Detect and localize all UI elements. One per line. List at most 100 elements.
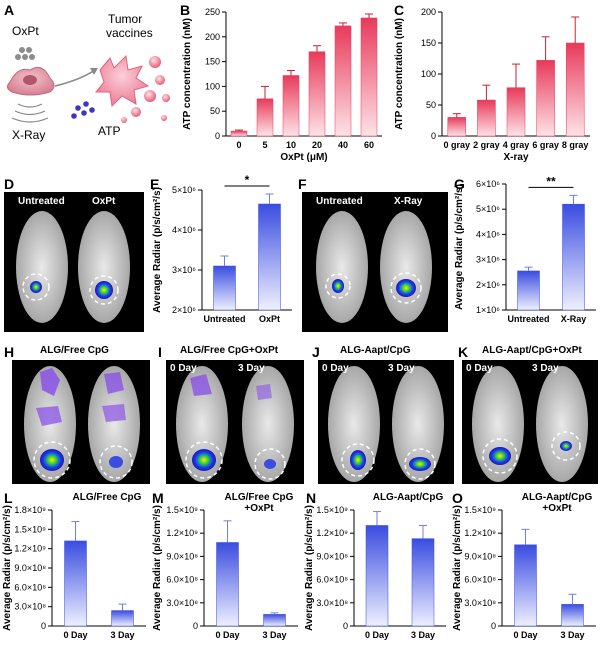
mouse-image-h-graphic	[24, 366, 140, 482]
panel-letter-e: E	[150, 176, 160, 192]
mouse-k-left-label: 0 Day	[466, 363, 493, 374]
mouse-image-i-graphic	[176, 366, 294, 482]
atp-label: ATP	[98, 124, 121, 138]
y-tick-label: 6.0×10⁸	[464, 575, 496, 585]
bar	[477, 99, 496, 137]
bar	[308, 51, 326, 137]
y-tick-label: 200	[205, 32, 220, 42]
chart-title: ALG/Free CpG	[225, 492, 294, 503]
x-tick-label: 3 Day	[110, 630, 134, 640]
mouse-image-f-graphic	[316, 211, 432, 323]
bar-chart-o: 0 3.0×10⁸ 6.0×10⁸ 9.0×10⁸ 1.2×10⁹ 1.5×10⁹Aver…	[452, 492, 596, 640]
y-tick-label: 5×10⁶	[476, 204, 500, 214]
y-tick-label: 4×10⁶	[476, 229, 500, 239]
y-axis-label: Average Radiar (p/s/cm²/s)	[152, 505, 163, 631]
mouse-i-right-label: 3 Day	[238, 363, 265, 374]
bar	[334, 25, 352, 137]
bar	[447, 117, 467, 137]
cell-nucleus	[23, 75, 37, 85]
bar	[506, 87, 526, 137]
chart-title: ALG-Aapt/CpG	[373, 492, 444, 503]
y-tick-label: 9.0×10⁸	[464, 551, 496, 561]
mouse-image-k: 0 Day 3 Day	[462, 360, 598, 484]
mouse-k-right-label: 3 Day	[532, 363, 559, 374]
panel-letter-o: O	[452, 490, 463, 506]
mouse-i-left-label: 0 Day	[170, 363, 197, 374]
significance-marker: *	[245, 174, 250, 187]
panel-letter-d: D	[4, 176, 15, 192]
bar	[258, 203, 281, 311]
y-tick-label: 50	[426, 100, 436, 110]
y-tick-label: 0	[215, 131, 220, 141]
bar	[565, 42, 585, 137]
chart-title: +OxPt	[542, 503, 572, 514]
x-tick-label: 3 Day	[262, 630, 286, 640]
y-tick-label: 3.0×10⁸	[464, 598, 496, 608]
panel-letter-h: H	[4, 344, 15, 360]
y-tick-label: 2×10⁶	[476, 280, 500, 290]
y-tick-label: 6.0×10⁸	[166, 575, 198, 585]
y-tick-label: 0	[491, 621, 496, 631]
x-tick-label: 8 gray	[562, 140, 589, 150]
y-tick-label: 1.2×10⁹	[316, 528, 348, 538]
x-tick-label: 0 gray	[444, 140, 471, 150]
y-tick-label: 1.5×10⁹	[316, 505, 348, 515]
panel-k-title: ALG-Aapt/CpG+OxPt	[482, 345, 582, 356]
bar	[256, 98, 274, 137]
y-tick-label: 0	[41, 621, 46, 631]
y-tick-label: 250	[205, 7, 220, 17]
tumor-vaccines-label-line2: vaccines	[106, 26, 153, 40]
x-tick-label: 0 Day	[215, 630, 239, 640]
panel-letter-m: M	[152, 490, 164, 506]
bar	[360, 17, 378, 137]
vaccine-vesicles	[121, 56, 170, 123]
chart-title: +OxPt	[244, 503, 274, 514]
mouse-image-i: 0 Day 3 Day	[166, 360, 304, 484]
y-tick-label: 9.0×10⁸	[316, 551, 348, 561]
tumor-vaccine-cell	[94, 54, 150, 108]
y-axis-label: Average Radiar (p/s/cm²/s)	[152, 187, 163, 313]
y-tick-label: 3.0×10⁸	[166, 598, 198, 608]
y-tick-label: 1.5×10⁹	[14, 524, 46, 534]
y-tick-label: 6×10⁶	[476, 179, 500, 189]
x-tick-label: X-Ray	[561, 314, 587, 324]
mouse-image-k-graphic	[472, 366, 588, 482]
y-tick-label: 1×10⁶	[476, 305, 500, 315]
y-tick-label: 0	[431, 131, 436, 141]
y-tick-label: 9.0×10⁸	[14, 563, 46, 573]
bar-chart-m: 0 3.0×10⁸ 6.0×10⁸ 9.0×10⁸ 1.2×10⁹ 1.5×10⁹Aver…	[152, 492, 298, 640]
xray-label: X-Ray	[12, 128, 46, 142]
chart-title: ALG/Free CpG	[73, 492, 142, 503]
mouse-j-left-label: 0 Day	[322, 363, 349, 374]
mouse-image-d-graphic	[16, 211, 130, 323]
tumor-vaccines-label-line1: Tumor	[108, 12, 143, 26]
y-axis-label: Average Radiar (p/s/cm²/s)	[454, 184, 465, 310]
bar	[562, 203, 585, 311]
y-tick-label: 50	[210, 106, 220, 116]
atp-dots	[71, 101, 95, 119]
panel-letter-g: G	[454, 176, 465, 192]
y-tick-label: 1.8×10⁹	[14, 505, 46, 515]
y-tick-label: 6.0×10⁸	[316, 575, 348, 585]
y-axis-label: Average Radiar (p/s/cm²/s)	[452, 505, 463, 631]
x-tick-label: 0	[236, 140, 241, 150]
bar	[514, 544, 537, 627]
bar-chart-b: 0 50 100 150 200 250 ATP concentration (nM) 0 5 1…	[182, 7, 382, 163]
bar-chart-c: 0 50 100 150 200 ATP concentration (nM) 0 gray…	[394, 7, 590, 163]
y-tick-label: 6.0×10⁸	[14, 582, 46, 592]
panel-h-title: ALG/Free CpG	[40, 345, 109, 356]
bar	[536, 60, 555, 137]
schematic-panel-a: OxPt Tumor vaccines X-Ray ATP	[0, 0, 178, 170]
y-tick-label: 3×10⁶	[476, 255, 500, 265]
mouse-image-d: Untreated OxPt	[4, 192, 144, 332]
mouse-d-left-label: Untreated	[18, 196, 65, 207]
panel-letter-c: C	[394, 2, 405, 18]
y-tick-label: 3.0×10⁸	[316, 598, 348, 608]
y-tick-label: 1.2×10⁹	[14, 544, 46, 554]
bar	[561, 604, 584, 627]
x-tick-label: 3 Day	[560, 630, 584, 640]
panel-letter-a: A	[4, 2, 15, 18]
y-tick-label: 100	[205, 81, 220, 91]
y-axis-label: ATP concentration (nM)	[182, 18, 193, 130]
xray-waves	[11, 103, 49, 123]
